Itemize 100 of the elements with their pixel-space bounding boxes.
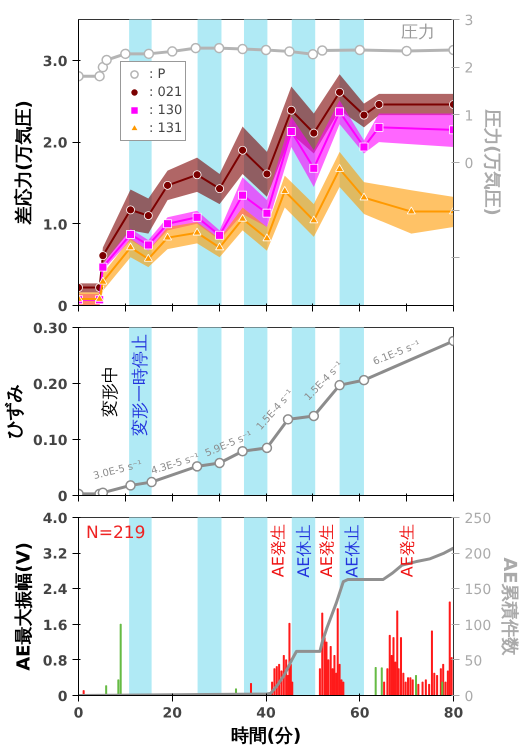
point (98, 262, 108, 272)
point (335, 107, 344, 116)
legend-label: : 021 (149, 84, 182, 101)
point (358, 374, 370, 386)
point (215, 242, 224, 250)
y2-tick-label: 150 (464, 582, 492, 598)
point (120, 48, 131, 60)
point (374, 100, 384, 109)
y-axis-title: 差応力(万気圧) (14, 100, 35, 226)
point (214, 458, 225, 468)
y2-tick-label: 0 (464, 689, 474, 705)
point (262, 170, 272, 178)
point (95, 294, 104, 302)
legend-label: : 131 (149, 120, 182, 137)
point (262, 233, 272, 242)
y-tick-label: 0 (58, 299, 68, 315)
point (335, 164, 344, 172)
point (190, 42, 201, 54)
point (238, 190, 247, 200)
point (284, 46, 295, 57)
y-tick-label: 0.20 (32, 377, 68, 393)
y2-tick-label: 2 (464, 60, 474, 77)
y2-axis-title: AE累積件数 (499, 557, 520, 657)
point (262, 208, 272, 218)
band-label: 変形一時停止 (130, 334, 150, 436)
legend-label: : 130 (149, 102, 182, 119)
x-tick-label: 0 (74, 706, 84, 722)
point (406, 206, 416, 214)
point (126, 230, 135, 239)
point (125, 480, 136, 491)
y-tick-label: 0.10 (32, 433, 68, 449)
point (144, 211, 153, 220)
y-tick-label: 2.4 (42, 582, 68, 598)
annotation: 3.0E-5 s⁻¹ (92, 459, 144, 482)
y-tick-label: 1.0 (42, 217, 68, 234)
point (215, 230, 224, 240)
y-tick-label: 4.0 (42, 511, 68, 527)
point (215, 184, 224, 194)
y-tick-label: 0 (58, 689, 68, 705)
point (101, 54, 112, 66)
point (237, 44, 248, 54)
x-tick-label: 40 (256, 706, 276, 722)
point (360, 110, 368, 120)
y-tick-label: 2.0 (42, 136, 68, 152)
y-tick-label: 0.8 (42, 653, 68, 670)
y2-tick-label: 50 (464, 653, 482, 670)
y-tick-label: 3.2 (42, 546, 68, 563)
y-tick-label: 3.0 (42, 54, 68, 70)
x-tick-label: 60 (350, 706, 370, 722)
point (126, 242, 135, 250)
y-tick-label: 0 (58, 489, 68, 505)
point (280, 186, 290, 194)
point (401, 46, 412, 56)
y2-axis-title: 圧力(万気圧) (481, 108, 502, 216)
point (163, 219, 172, 228)
annotation: AE発生 (268, 524, 288, 578)
point (262, 442, 272, 454)
annotation: N=219 (86, 522, 146, 543)
point (192, 170, 202, 180)
x-axis-title: 時間(分) (230, 726, 302, 746)
point (146, 476, 157, 488)
point (144, 254, 153, 262)
point (163, 180, 172, 190)
point (282, 414, 294, 425)
point (238, 146, 247, 155)
point (308, 49, 318, 60)
point (192, 212, 202, 222)
point (309, 216, 318, 224)
point (98, 251, 108, 260)
y-axis-title: AE最大振幅(V) (14, 542, 35, 671)
point (98, 487, 108, 496)
annotation: AE発生 (398, 524, 416, 578)
y2-tick-label: 3 (464, 13, 474, 29)
y2-tick-label: 0 (464, 156, 474, 172)
point (309, 128, 318, 138)
band-label: AE休止 (342, 524, 362, 578)
y-tick-label: 1.6 (42, 618, 68, 634)
band-label: AE休止 (294, 524, 313, 578)
annotation: 4.3E-5 s⁻¹ (150, 452, 201, 478)
point (360, 192, 368, 200)
point (237, 446, 248, 456)
point (334, 380, 345, 390)
annotation: 変形中 (100, 366, 120, 417)
point (144, 240, 153, 250)
point (308, 410, 320, 422)
y2-tick-label: 200 (464, 546, 492, 563)
point (317, 45, 328, 56)
point (260, 44, 272, 56)
x-tick-label: 20 (162, 706, 182, 722)
point (192, 228, 202, 236)
point (126, 206, 135, 214)
point (94, 70, 105, 82)
point (214, 42, 224, 54)
annotation: 圧力 (401, 22, 435, 42)
point (309, 164, 318, 173)
point (286, 127, 296, 136)
point (238, 214, 247, 222)
y2-tick-label: 1 (464, 108, 474, 124)
point (144, 48, 154, 60)
point (98, 276, 108, 285)
